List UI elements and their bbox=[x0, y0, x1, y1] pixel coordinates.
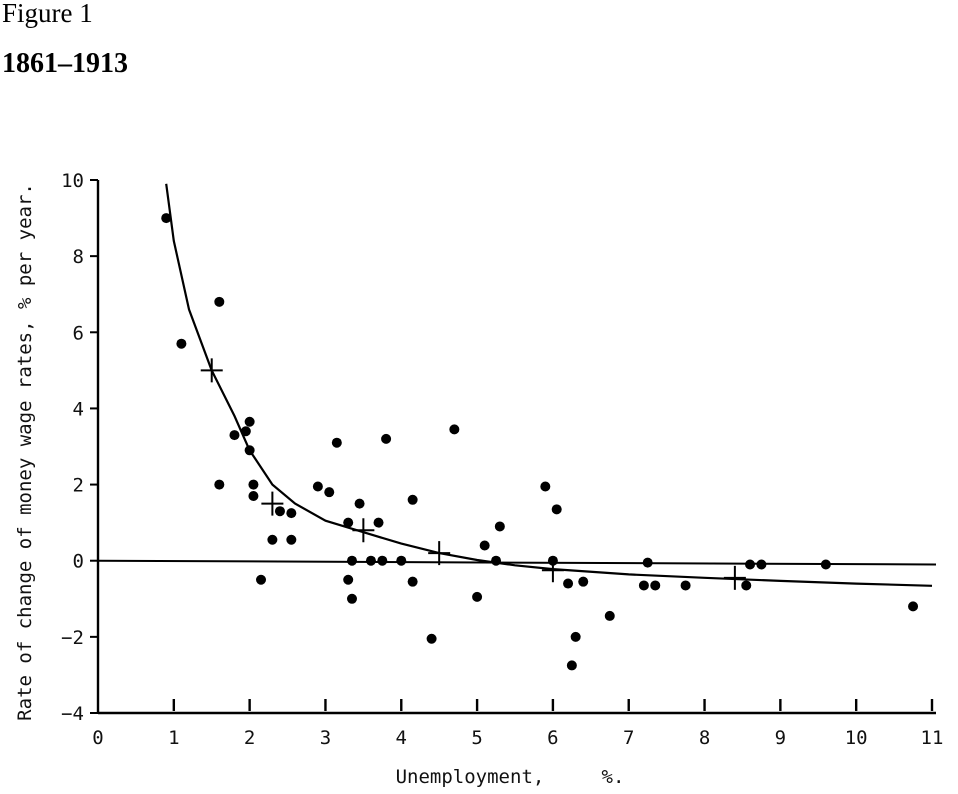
data-point bbox=[343, 574, 354, 585]
data-point bbox=[365, 555, 376, 566]
average-crosses bbox=[200, 358, 746, 590]
scatter-points bbox=[161, 213, 919, 671]
x-axis-title: Unemployment, %. bbox=[396, 766, 625, 788]
y-tick-label: 0 bbox=[73, 551, 84, 573]
x-tick-label: 3 bbox=[320, 727, 331, 749]
data-point bbox=[407, 494, 418, 505]
data-point bbox=[274, 506, 285, 517]
data-point bbox=[908, 601, 919, 612]
x-tick-label: 4 bbox=[396, 727, 407, 749]
average-cross bbox=[200, 358, 223, 383]
data-point bbox=[604, 610, 615, 621]
data-point bbox=[820, 559, 831, 570]
fitted-curve bbox=[165, 183, 933, 587]
y-tick-label: 10 bbox=[61, 170, 84, 192]
x-tick-label: 0 bbox=[92, 727, 103, 749]
data-point bbox=[756, 559, 767, 570]
x-tick-label: 7 bbox=[623, 727, 634, 749]
average-cross bbox=[723, 565, 746, 590]
y-tick-label: −4 bbox=[61, 703, 84, 725]
data-point bbox=[638, 580, 649, 591]
average-cross bbox=[541, 558, 564, 583]
data-point bbox=[745, 559, 756, 570]
data-point bbox=[331, 437, 342, 448]
data-point bbox=[479, 540, 490, 551]
axes: −4 −2 0 2 4 6 8 10 0 1 2 3 4 5 6 7 8 9 10 11 bbox=[61, 170, 943, 749]
data-point bbox=[491, 555, 502, 566]
x-tick-label: 5 bbox=[471, 727, 482, 749]
data-point bbox=[343, 517, 354, 528]
data-point bbox=[346, 593, 357, 604]
data-point bbox=[381, 433, 392, 444]
figure-label: Figure 1 bbox=[2, 0, 93, 28]
data-point bbox=[256, 574, 267, 585]
data-point bbox=[346, 555, 357, 566]
y-tick-label: 8 bbox=[73, 246, 84, 268]
data-point bbox=[244, 445, 255, 456]
data-point bbox=[214, 296, 225, 307]
data-point bbox=[578, 576, 589, 587]
data-point bbox=[214, 479, 225, 490]
y-tick-label: 6 bbox=[73, 322, 84, 344]
data-point bbox=[373, 517, 384, 528]
average-cross bbox=[352, 518, 375, 543]
data-point bbox=[396, 555, 407, 566]
data-point bbox=[494, 521, 505, 532]
x-tick-label: 9 bbox=[775, 727, 786, 749]
data-point bbox=[563, 578, 574, 589]
data-point bbox=[650, 580, 661, 591]
data-point bbox=[244, 416, 255, 427]
y-tick-label: 4 bbox=[73, 398, 84, 420]
data-point bbox=[248, 490, 259, 501]
x-tick-label: 8 bbox=[699, 727, 710, 749]
data-point bbox=[248, 479, 259, 490]
fitted-curve-layer bbox=[165, 183, 933, 587]
y-tick-label: 2 bbox=[73, 475, 84, 497]
data-point bbox=[472, 591, 483, 602]
data-point bbox=[741, 580, 752, 591]
data-point bbox=[354, 498, 365, 509]
x-tick-label: 1 bbox=[168, 727, 179, 749]
data-point bbox=[267, 534, 278, 545]
data-point bbox=[176, 338, 187, 349]
data-point bbox=[240, 426, 251, 437]
figure-period-title: 1861–1913 bbox=[2, 48, 128, 79]
data-point bbox=[312, 481, 323, 492]
zero-line bbox=[97, 559, 937, 566]
data-point bbox=[570, 631, 581, 642]
x-tick-label: 2 bbox=[244, 727, 255, 749]
data-point bbox=[642, 557, 653, 568]
x-tick-label: 6 bbox=[547, 727, 558, 749]
average-cross bbox=[261, 491, 284, 516]
data-point bbox=[161, 213, 172, 224]
data-point bbox=[426, 633, 437, 644]
x-tick-label: 10 bbox=[845, 727, 868, 749]
x-tick-label: 11 bbox=[921, 727, 944, 749]
data-point bbox=[551, 504, 562, 515]
data-point bbox=[324, 487, 335, 498]
data-point bbox=[680, 580, 691, 591]
data-point bbox=[566, 660, 577, 671]
data-point bbox=[286, 534, 297, 545]
average-cross bbox=[428, 541, 451, 566]
y-tick-label: −2 bbox=[61, 627, 84, 649]
y-axis-title: Rate of change of money wage rates, % pe… bbox=[14, 183, 36, 721]
data-point bbox=[540, 481, 551, 492]
data-point bbox=[407, 576, 418, 587]
data-point bbox=[286, 508, 297, 519]
data-point bbox=[449, 424, 460, 435]
data-point bbox=[377, 555, 388, 566]
data-point bbox=[229, 430, 240, 441]
